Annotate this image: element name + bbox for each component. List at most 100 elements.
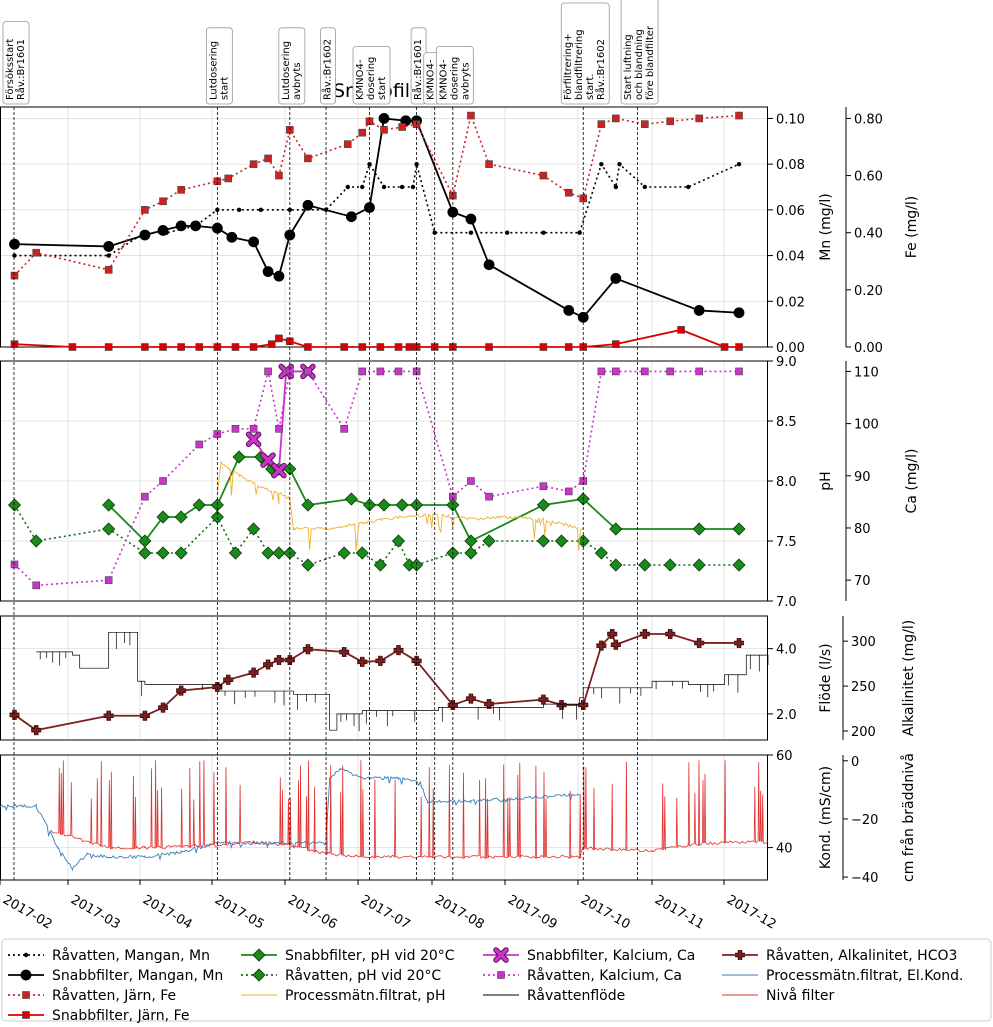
data-point [609,522,623,536]
legend-swatch-marker [493,947,509,963]
data-point [733,307,745,319]
data-point [504,230,510,235]
tick-label-right: 250 [851,680,876,695]
data-point [376,343,385,351]
data-point [174,510,188,524]
axis-title-left: pH [818,471,834,490]
data-point [467,111,475,120]
data-point [260,452,276,468]
tick-label-left: 9.0 [776,355,797,370]
data-point [536,534,550,548]
data-point [410,184,416,190]
series-line [14,117,740,319]
series-line [50,760,769,860]
data-point [304,154,312,163]
data-point [345,184,350,190]
data-point [103,710,114,721]
legend-item: Råvatten, Järn, Fe [8,987,176,1004]
data-point [7,498,22,512]
series-r-vatten-kalcium-ca [10,367,743,590]
data-point [12,253,17,258]
tick-label-left: 0.02 [776,295,805,310]
event-label-text: start. [585,74,596,100]
data-point [377,498,391,512]
data-point [641,120,649,128]
event-label-box: KMNO4- dosering avbryts [435,46,474,105]
data-point [231,425,240,433]
axis-title-right: cm från bräddnivå [900,753,917,882]
tick-label-right: 0.40 [854,227,883,242]
legend-item: Råvattenflöde [483,987,625,1004]
event-label-text: start [377,77,388,100]
data-point [68,343,77,351]
series-line [14,162,740,257]
data-point [177,186,185,194]
data-point [249,160,258,168]
data-point [272,546,286,560]
panel-ph-calcium: 7.0 7.5 8.0 8.5 9.0 pH 70 80 90 100 110 Ca (mg/l) [0,355,920,610]
tick-label-right: 80 [854,522,871,537]
data-point [258,207,264,213]
data-point [464,546,478,560]
data-point [192,498,206,512]
data-point [609,558,623,572]
event-label-frame [435,46,474,105]
series-r-vatten-ph-vid-20-c [7,498,746,572]
data-point [599,161,604,167]
data-point [224,174,233,183]
x-tick-label: 2017-09 [505,892,560,932]
data-point [343,140,352,148]
data-point [223,674,234,685]
data-point [378,113,390,124]
event-label-text: KMNO4- [355,59,366,100]
legend-label: Råvatten, Järn, Fe [52,987,176,1004]
data-point [106,253,111,258]
legend-label: Råvatten, Alkalinitet, HCO3 [766,947,957,964]
data-point [304,367,312,376]
event-label-frame [560,2,610,105]
data-point [485,492,493,501]
series-snabbfilter-mangan-mn [9,113,745,323]
x-tick-label: 2017-04 [140,892,195,932]
data-point [159,477,167,485]
data-point [103,241,115,252]
data-point [177,343,185,351]
event-label-frame [352,46,391,105]
data-point [539,343,548,351]
legend-label: Snabbfilter, pH vid 20°C [285,948,455,964]
data-point [394,367,403,376]
data-point [9,709,20,720]
data-point [677,326,685,334]
data-point [304,343,312,351]
data-point [139,710,150,721]
event-label-text: blandfiltrering [574,29,585,100]
event-label-text: dosering [366,57,377,100]
axis-title-right: Alkalinitet (mg/l) [901,620,917,737]
legend-label: Nivå filter [766,987,834,1004]
legend-swatch-marker [22,991,30,999]
event-label-text: Råv.:Br1601 [14,39,27,100]
panel-manganese-iron: 0.00 0.02 0.04 0.06 0.08 0.10 Mn (mg/l) 0.00 0.2… [0,106,920,356]
data-point [394,343,403,351]
data-point [695,367,703,376]
data-point [612,367,620,376]
panel-flow-alkalinity: 2.0 4.0 Flöde (l/s) 200 250 300 Alkalinitet (m… [0,615,917,741]
data-point [159,343,167,351]
event-label-box: Lutdosering start [205,27,233,105]
data-point [158,702,169,713]
event-label-text: start [219,77,230,100]
x-tick-label: 2017-06 [285,892,340,932]
data-point [157,225,169,236]
data-point [381,184,387,190]
data-point [104,343,113,351]
legend-item: Råvatten, Alkalinitet, HCO3 [722,947,957,964]
data-point [358,343,367,351]
data-point [556,699,567,710]
data-point [9,238,20,250]
data-point [665,628,676,639]
data-point [693,305,705,316]
data-point [261,546,275,560]
data-point [610,273,622,284]
data-point [564,188,573,197]
legend-item: Råvatten, pH vid 20°C [241,967,441,984]
